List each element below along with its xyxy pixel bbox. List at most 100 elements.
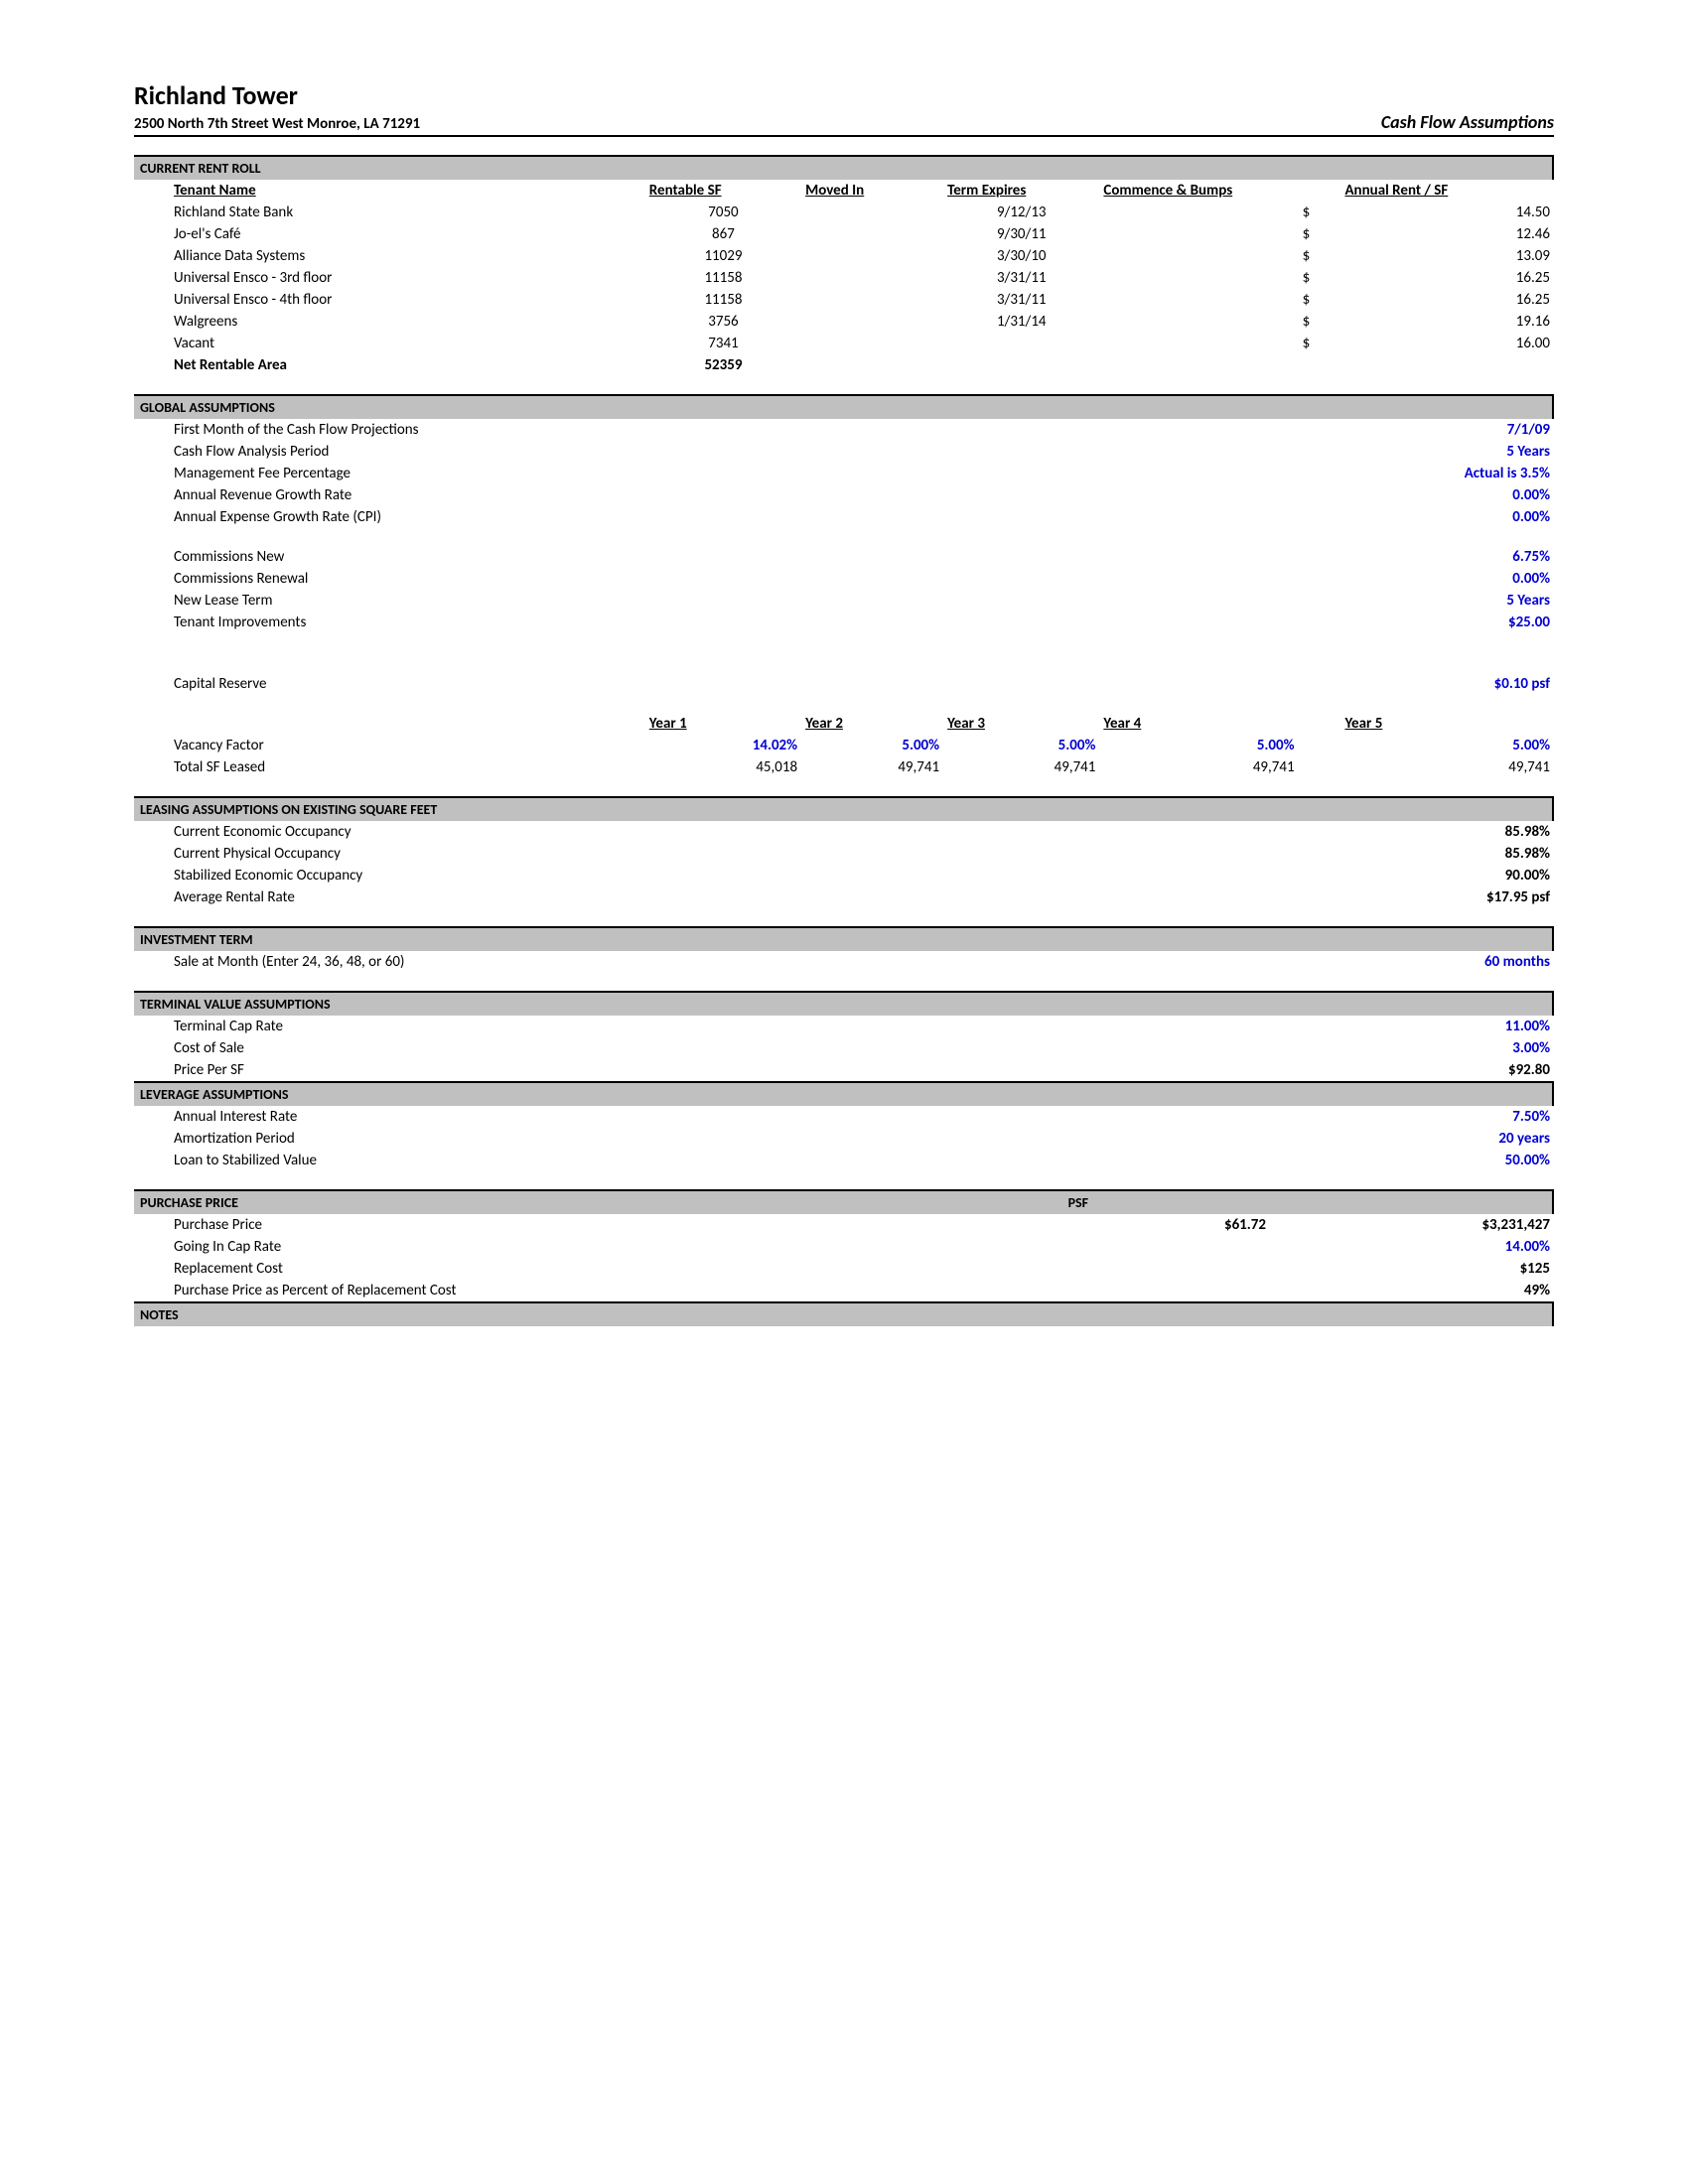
purchase-heading-text: PURCHASE PRICE (140, 1194, 238, 1211)
year-row: Vacancy Factor14.02%5.00%5.00%5.00%5.00% (134, 735, 1554, 756)
col-bumps: Commence & Bumps (1099, 180, 1298, 202)
currency-symbol: $ (1299, 333, 1341, 354)
year-row: Total SF Leased45,01849,74149,74149,7414… (134, 756, 1554, 778)
assumption-row: Cash Flow Analysis Period5 Years (134, 441, 1554, 463)
capital-reserve-value: $0.10 psf (1435, 675, 1554, 693)
assumption-row: Price Per SF$92.80 (134, 1059, 1554, 1081)
assumption-label: Current Economic Occupancy (174, 823, 1435, 841)
tenant-name: Walgreens (134, 311, 645, 333)
assumption-label: Stabilized Economic Occupancy (174, 867, 1435, 885)
assumption-row: Terminal Cap Rate11.00% (134, 1016, 1554, 1037)
term-expires: 1/31/14 (943, 311, 1099, 333)
annual-rent-sf: 19.16 (1340, 311, 1554, 333)
year-col-1: Year 1 (645, 713, 801, 735)
annual-rent-sf: 16.25 (1340, 289, 1554, 311)
rent-roll-row: Walgreens37561/31/14$19.16 (134, 311, 1554, 333)
commence-bumps (1099, 245, 1298, 267)
year-1-value: 14.02% (645, 735, 801, 756)
assumption-row: Annual Expense Growth Rate (CPI)0.00% (134, 506, 1554, 528)
assumption-label: Management Fee Percentage (174, 465, 1435, 482)
purchase-row: Purchase Price$61.72$3,231,427 (134, 1214, 1554, 1236)
rent-roll-row: Alliance Data Systems110293/30/10$13.09 (134, 245, 1554, 267)
year-table: Year 1 Year 2 Year 3 Year 4 Year 5 Vacan… (134, 713, 1554, 778)
assumption-value: Actual is 3.5% (1435, 465, 1554, 482)
assumption-value: 50.00% (1435, 1152, 1554, 1169)
rent-roll-row: Richland State Bank70509/12/13$14.50 (134, 202, 1554, 223)
purchase-table: Purchase Price$61.72$3,231,427Going In C… (134, 1214, 1554, 1301)
commence-bumps (1099, 223, 1298, 245)
rent-roll-table: Tenant Name Rentable SF Moved In Term Ex… (134, 180, 1554, 376)
tenant-name: Universal Ensco - 4th floor (134, 289, 645, 311)
purchase-row: Replacement Cost $125 (134, 1258, 1554, 1280)
capital-reserve-row: Capital Reserve $0.10 psf (134, 673, 1554, 695)
section-leverage-heading: LEVERAGE ASSUMPTIONS (134, 1081, 1554, 1106)
rentable-sf: 3756 (645, 311, 801, 333)
assumption-value: 7.50% (1435, 1108, 1554, 1126)
assumption-row: Annual Interest Rate7.50% (134, 1106, 1554, 1128)
rentable-sf: 867 (645, 223, 801, 245)
year-row-label: Vacancy Factor (134, 735, 645, 756)
assumption-value: 7/1/09 (1435, 421, 1554, 439)
section-notes-heading: NOTES (134, 1301, 1554, 1326)
moved-in (801, 202, 943, 223)
tenant-name: Universal Ensco - 3rd floor (134, 267, 645, 289)
rentable-sf: 11158 (645, 267, 801, 289)
purchase-label: Replacement Cost (134, 1258, 986, 1280)
col-rent: Annual Rent / SF (1340, 180, 1554, 202)
rentable-sf: 7341 (645, 333, 801, 354)
moved-in (801, 311, 943, 333)
assumption-row: Commissions Renewal0.00% (134, 568, 1554, 590)
assumption-value: 0.00% (1435, 486, 1554, 504)
purchase-label: Going In Cap Rate (134, 1236, 986, 1258)
assumption-label: Annual Interest Rate (174, 1108, 1435, 1126)
col-term: Term Expires (943, 180, 1099, 202)
term-expires: 9/12/13 (943, 202, 1099, 223)
year-5-value: 49,741 (1340, 756, 1554, 778)
purchase-value: 14.00% (1270, 1236, 1554, 1258)
document-type: Cash Flow Assumptions (1381, 111, 1554, 133)
rentable-sf: 11158 (645, 289, 801, 311)
purchase-value: $3,231,427 (1270, 1214, 1554, 1236)
assumption-row: Sale at Month (Enter 24, 36, 48, or 60)6… (134, 951, 1554, 973)
assumption-label: Tenant Improvements (174, 614, 1435, 631)
assumption-row: Current Physical Occupancy85.98% (134, 843, 1554, 865)
assumption-value: 5 Years (1435, 592, 1554, 610)
year-col-4: Year 4 (1099, 713, 1298, 735)
section-rent-roll-heading: CURRENT RENT ROLL (134, 155, 1554, 180)
purchase-psf (986, 1236, 1270, 1258)
tenant-name: Alliance Data Systems (134, 245, 645, 267)
moved-in (801, 245, 943, 267)
annual-rent-sf: 13.09 (1340, 245, 1554, 267)
assumption-row: New Lease Term5 Years (134, 590, 1554, 612)
section-terminal-heading: TERMINAL VALUE ASSUMPTIONS (134, 991, 1554, 1016)
year-col-3: Year 3 (943, 713, 1099, 735)
assumption-row: Cost of Sale3.00% (134, 1037, 1554, 1059)
rent-roll-row: Universal Ensco - 4th floor111583/31/11$… (134, 289, 1554, 311)
term-expires: 9/30/11 (943, 223, 1099, 245)
year-2-value: 5.00% (801, 735, 943, 756)
purchase-row: Purchase Price as Percent of Replacement… (134, 1280, 1554, 1301)
page-header: Richland Tower 2500 North 7th Street Wes… (134, 79, 1554, 137)
assumption-value: 6.75% (1435, 548, 1554, 566)
moved-in (801, 333, 943, 354)
assumption-row: Average Rental Rate$17.95 psf (134, 887, 1554, 908)
currency-symbol: $ (1299, 289, 1341, 311)
commence-bumps (1099, 333, 1298, 354)
net-rentable-value: 52359 (645, 354, 801, 376)
purchase-row: Going In Cap Rate 14.00% (134, 1236, 1554, 1258)
assumption-label: Cost of Sale (174, 1039, 1435, 1057)
purchase-value: $125 (1270, 1258, 1554, 1280)
commence-bumps (1099, 311, 1298, 333)
year-5-value: 5.00% (1340, 735, 1554, 756)
col-tenant: Tenant Name (134, 180, 645, 202)
net-rentable-label: Net Rentable Area (134, 354, 645, 376)
assumption-value: 0.00% (1435, 508, 1554, 526)
moved-in (801, 267, 943, 289)
assumption-value: $92.80 (1435, 1061, 1554, 1079)
tenant-name: Vacant (134, 333, 645, 354)
section-leasing-heading: LEASING ASSUMPTIONS ON EXISTING SQUARE F… (134, 796, 1554, 821)
purchase-value: 49% (1270, 1280, 1554, 1301)
section-purchase-heading: PURCHASE PRICE PSF (134, 1189, 1554, 1214)
annual-rent-sf: 14.50 (1340, 202, 1554, 223)
assumption-value: 5 Years (1435, 443, 1554, 461)
